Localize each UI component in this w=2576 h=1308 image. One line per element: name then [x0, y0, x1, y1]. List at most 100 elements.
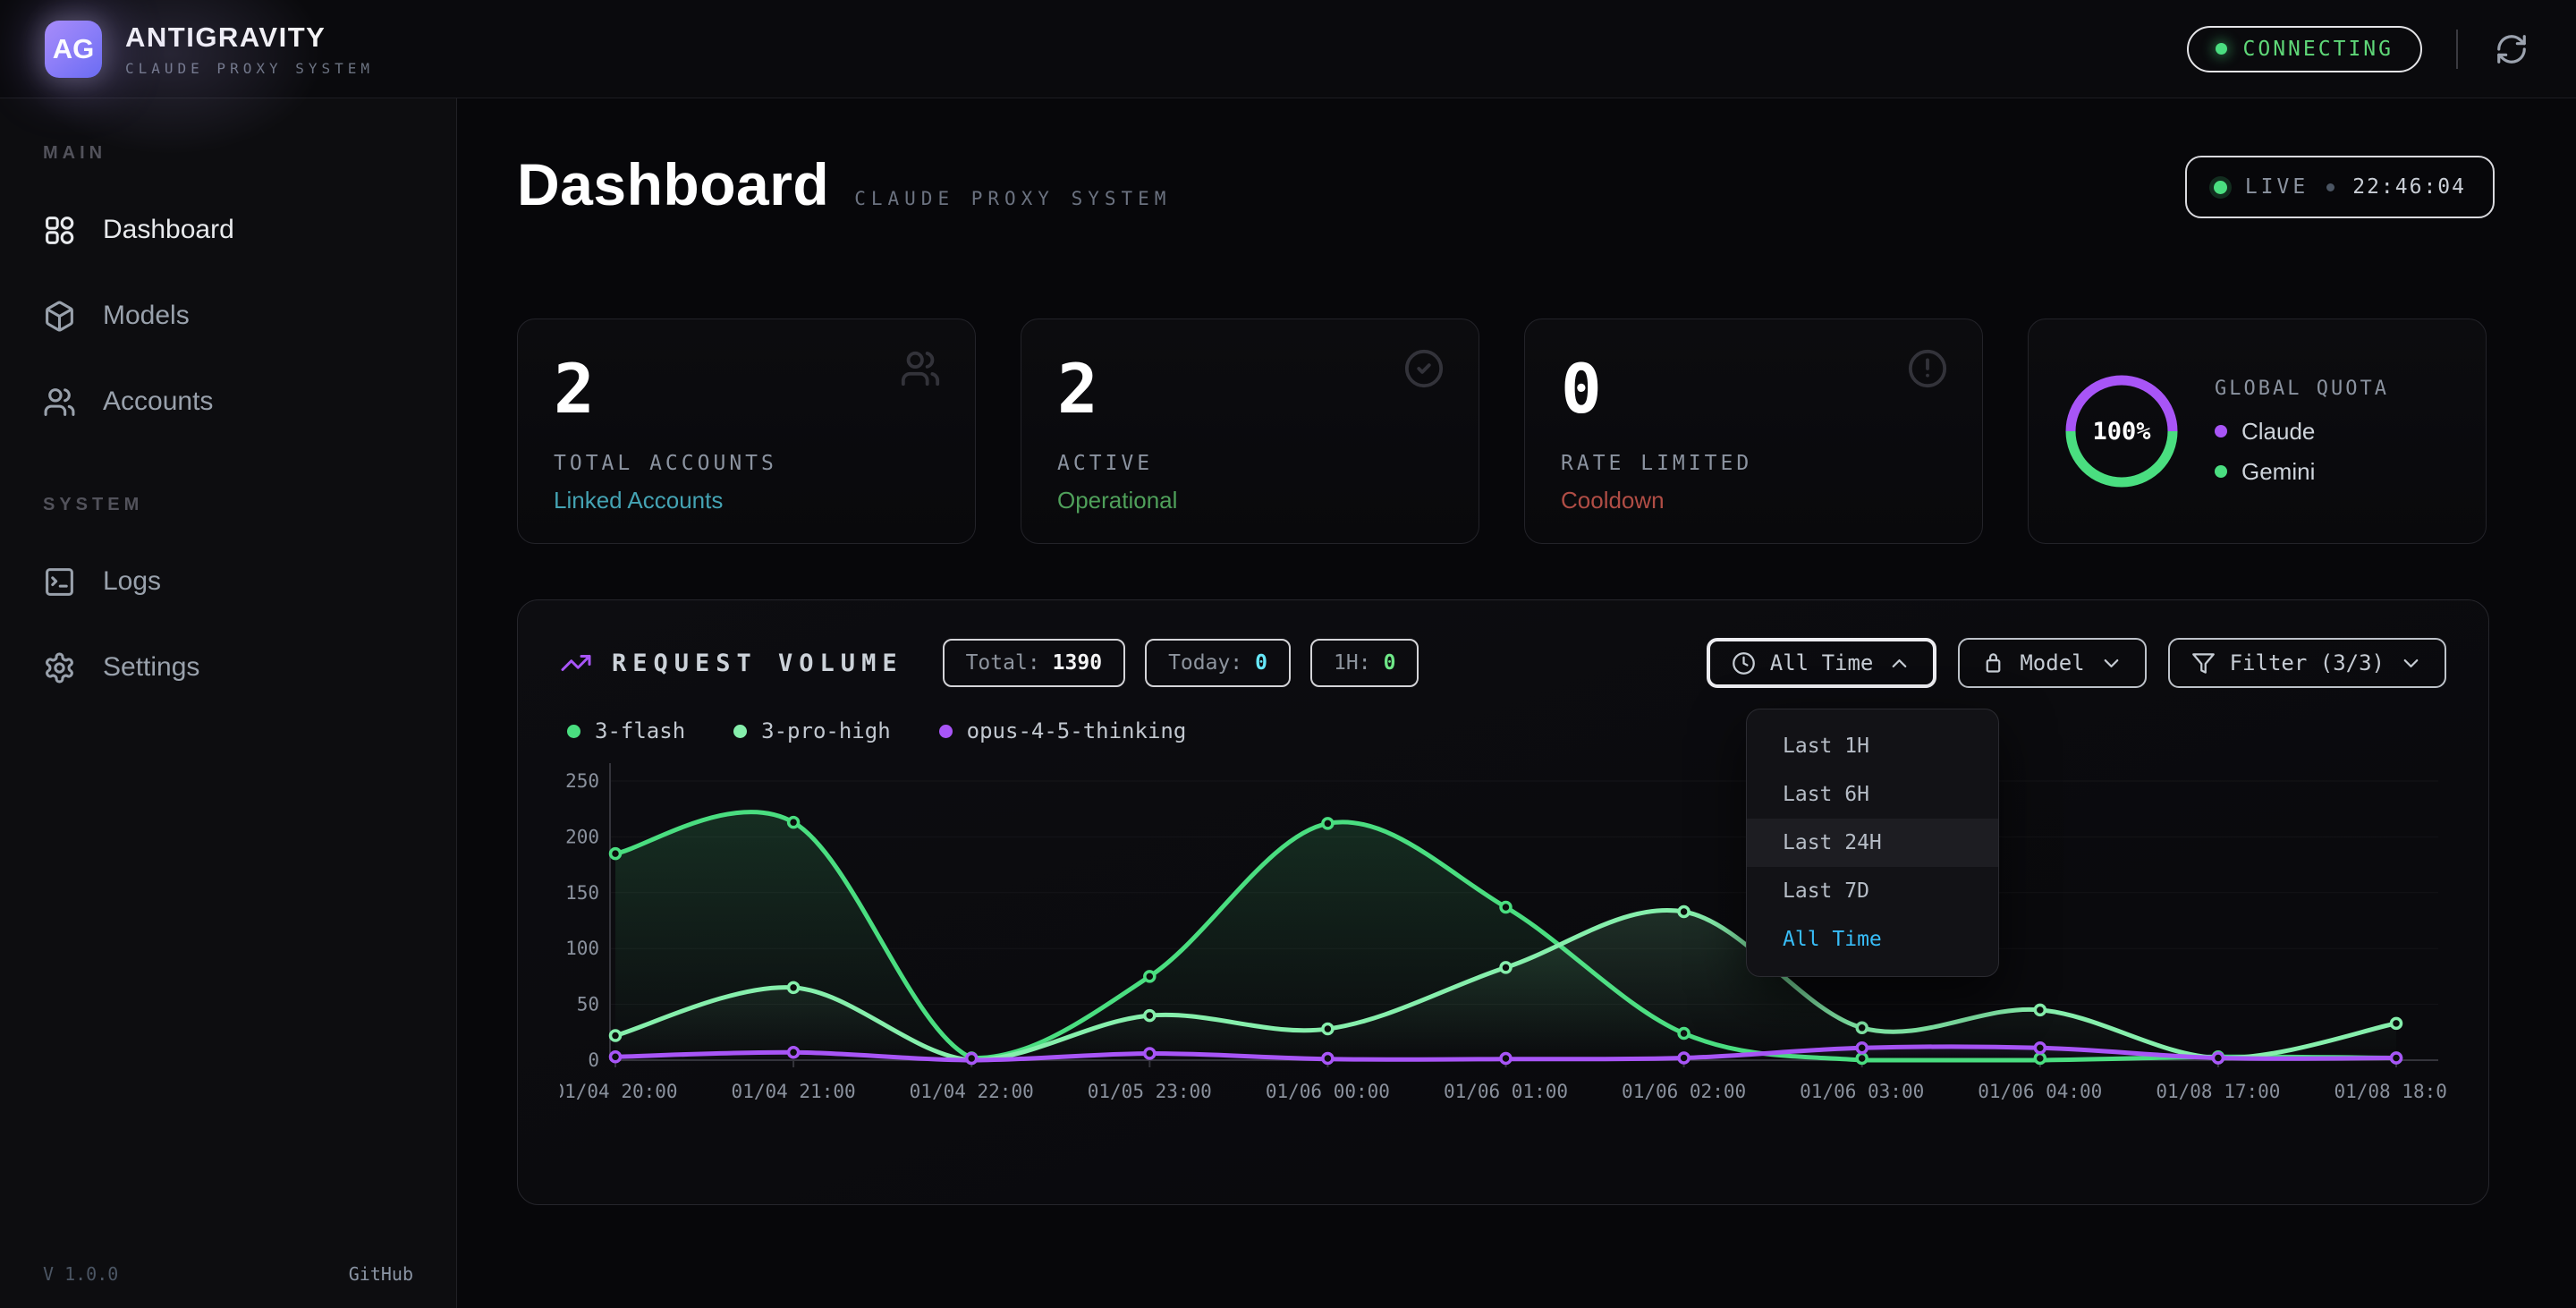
app-version: V 1.0.0 — [43, 1263, 118, 1285]
series-dot-icon — [567, 725, 580, 738]
stat-label: ACTIVE — [1057, 452, 1443, 475]
stat-value: 2 — [554, 352, 939, 427]
legend-label: opus-4-5-thinking — [967, 718, 1187, 743]
quota-legend-label: Gemini — [2241, 458, 2315, 486]
terminal-icon — [43, 565, 76, 599]
sidebar-item-dashboard[interactable]: Dashboard — [43, 187, 413, 273]
app-name: ANTIGRAVITY — [125, 21, 374, 54]
chart-controls: All Time Model — [1707, 638, 2446, 688]
stat-value: 2 — [1057, 352, 1443, 427]
check-circle-icon — [1403, 348, 1445, 389]
sidebar-item-label: Models — [103, 301, 190, 331]
live-dot-icon — [2214, 181, 2227, 194]
svg-text:0: 0 — [588, 1049, 599, 1071]
svg-text:01/04 22:00: 01/04 22:00 — [910, 1081, 1034, 1102]
main-content: Dashboard CLAUDE PROXY SYSTEM LIVE 22:46… — [457, 98, 2576, 1308]
stat-label: TOTAL ACCOUNTS — [554, 452, 939, 475]
sidebar-item-logs[interactable]: Logs — [43, 539, 413, 624]
sidebar-section-main: MAIN — [43, 143, 413, 164]
refresh-icon — [2495, 32, 2529, 66]
svg-text:01/04 21:00: 01/04 21:00 — [732, 1081, 856, 1102]
svg-text:01/04 20:00: 01/04 20:00 — [560, 1081, 678, 1102]
stat-sublabel: Cooldown — [1561, 487, 1946, 514]
svg-text:01/06 02:00: 01/06 02:00 — [1622, 1081, 1746, 1102]
time-range-label: All Time — [1770, 650, 1874, 675]
filter-button[interactable]: Filter (3/3) — [2168, 638, 2446, 688]
legend-label: 3-pro-high — [761, 718, 891, 743]
dashboard-grid-icon — [43, 214, 76, 247]
refresh-button[interactable] — [2492, 30, 2531, 69]
svg-text:200: 200 — [565, 826, 599, 847]
topbar: AG ANTIGRAVITY CLAUDE PROXY SYSTEM CONNE… — [0, 0, 2576, 98]
users-icon — [43, 386, 76, 419]
dropdown-item-last-24h[interactable]: Last 24H — [1747, 819, 1998, 867]
dropdown-item-all-time[interactable]: All Time — [1747, 915, 1998, 964]
svg-text:100: 100 — [565, 938, 599, 959]
clock-icon — [1732, 651, 1756, 675]
alert-circle-icon — [1907, 348, 1948, 389]
series-dot-icon — [939, 725, 953, 738]
live-status-badge: LIVE 22:46:04 — [2185, 156, 2495, 218]
time-range-button[interactable]: All Time — [1707, 638, 1937, 688]
filter-label: Filter (3/3) — [2230, 650, 2385, 675]
dropdown-item-last-1h[interactable]: Last 1H — [1747, 722, 1998, 770]
quota-percent: 100% — [2063, 372, 2181, 490]
app-subtitle: CLAUDE PROXY SYSTEM — [125, 60, 374, 77]
svg-text:250: 250 — [565, 770, 599, 792]
app-logo: AG — [45, 21, 102, 78]
github-link[interactable]: GitHub — [349, 1263, 413, 1285]
kpi-badges: Total: 1390 Today: 0 1H: 0 — [943, 639, 1419, 687]
cube-icon — [43, 300, 76, 333]
dropdown-item-last-6h[interactable]: Last 6H — [1747, 770, 1998, 819]
page-subtitle: CLAUDE PROXY SYSTEM — [854, 188, 1171, 209]
legend-item-3-flash[interactable]: 3-flash — [567, 718, 685, 743]
stats-row: 2 TOTAL ACCOUNTS Linked Accounts 2 ACTIV… — [517, 319, 2576, 544]
live-label: LIVE — [2245, 175, 2309, 199]
claude-dot-icon — [2215, 425, 2227, 437]
svg-text:01/08 17:00: 01/08 17:00 — [2156, 1081, 2280, 1102]
kpi-1h: 1H: 0 — [1310, 639, 1419, 687]
sidebar-item-settings[interactable]: Settings — [43, 624, 413, 710]
svg-text:150: 150 — [565, 882, 599, 904]
svg-text:01/06 01:00: 01/06 01:00 — [1444, 1081, 1568, 1102]
sidebar-footer: V 1.0.0 GitHub — [43, 1263, 413, 1285]
chart-legend: 3-flash 3-pro-high opus-4-5-thinking — [567, 718, 2446, 743]
card-active: 2 ACTIVE Operational — [1021, 319, 1479, 544]
sidebar-item-accounts[interactable]: Accounts — [43, 359, 413, 445]
legend-item-opus-4-5-thinking[interactable]: opus-4-5-thinking — [939, 718, 1187, 743]
users-icon — [900, 348, 941, 389]
dropdown-item-last-7d[interactable]: Last 7D — [1747, 867, 1998, 915]
sidebar-item-label: Accounts — [103, 386, 213, 417]
model-filter-button[interactable]: Model — [1958, 638, 2146, 688]
quota-info: GLOBAL QUOTA Claude Gemini — [2215, 378, 2389, 486]
request-volume-chart: 05010015020025001/04 20:0001/04 21:0001/… — [560, 751, 2446, 1124]
trending-up-icon — [560, 647, 592, 679]
stat-sublabel: Operational — [1057, 487, 1443, 514]
kpi-today: Today: 0 — [1145, 639, 1291, 687]
sidebar-item-label: Logs — [103, 566, 161, 597]
separator-dot-icon — [2326, 183, 2334, 191]
legend-item-3-pro-high[interactable]: 3-pro-high — [733, 718, 891, 743]
quota-legend-claude: Claude — [2215, 418, 2389, 446]
gemini-dot-icon — [2215, 465, 2227, 478]
svg-text:01/08 18:00: 01/08 18:00 — [2334, 1081, 2447, 1102]
model-filter-label: Model — [2020, 650, 2084, 675]
sidebar-item-models[interactable]: Models — [43, 273, 413, 359]
svg-text:01/06 00:00: 01/06 00:00 — [1266, 1081, 1390, 1102]
quota-legend: Claude Gemini — [2215, 418, 2389, 486]
kpi-label: Today: — [1168, 651, 1242, 675]
gear-icon — [43, 651, 76, 684]
quota-ring: 100% — [2063, 372, 2181, 490]
box-icon — [1981, 651, 2005, 675]
request-volume-panel: REQUEST VOLUME Total: 1390 Today: 0 1H: … — [517, 599, 2489, 1205]
time-range-dropdown: Last 1H Last 6H Last 24H Last 7D All Tim… — [1746, 709, 1999, 977]
stat-label: RATE LIMITED — [1561, 452, 1946, 475]
connection-status-badge: CONNECTING — [2187, 26, 2422, 72]
chevron-down-icon — [2399, 651, 2423, 675]
kpi-label: Total: — [966, 651, 1040, 675]
chevron-down-icon — [2099, 651, 2123, 675]
series-dot-icon — [733, 725, 747, 738]
topbar-divider — [2456, 30, 2458, 69]
svg-text:01/06 03:00: 01/06 03:00 — [1800, 1081, 1924, 1102]
svg-text:01/05 23:00: 01/05 23:00 — [1088, 1081, 1212, 1102]
